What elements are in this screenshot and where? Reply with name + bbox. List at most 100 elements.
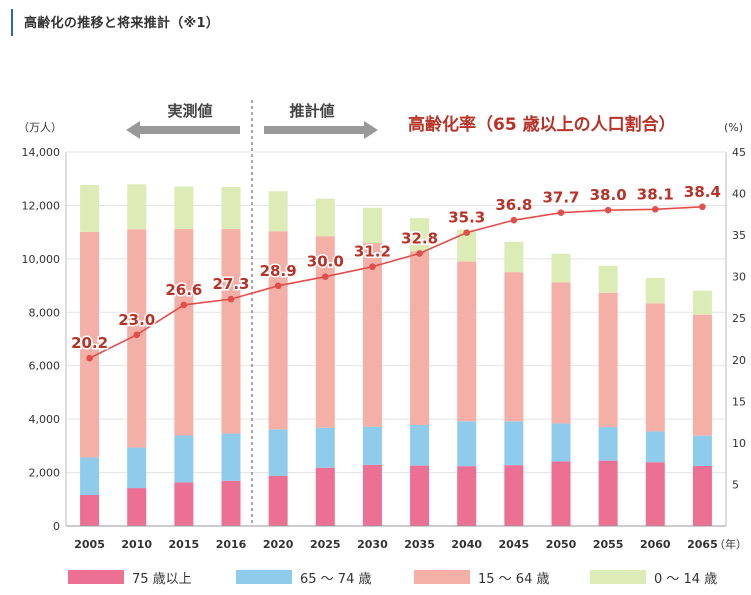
bar-segment-2 (268, 231, 288, 430)
bar-segment-0 (457, 466, 477, 526)
aging-rate-label: 38.0 (590, 186, 627, 204)
bar-segment-1 (598, 427, 618, 461)
aging-rate-point (510, 216, 518, 224)
bar-segment-2 (598, 292, 618, 428)
right-axis-unit-label: (%) (724, 121, 743, 134)
bar-segment-3 (457, 229, 477, 262)
aging-rate-point (604, 206, 612, 214)
right-tick-label: 25 (732, 312, 746, 325)
bar-segment-2 (127, 229, 147, 448)
aging-rate-point (180, 301, 188, 309)
bar-segment-0 (315, 467, 335, 526)
legend-item-75-plus: 75 歳以上 (68, 567, 192, 587)
legend-swatch-15-64 (414, 570, 470, 584)
x-tick-label: 2045 (499, 538, 530, 551)
period-divider: 実測値 推計値 (126, 100, 378, 526)
left-tick-label: 10,000 (22, 253, 61, 266)
aging-rate-point (416, 250, 423, 257)
legend-item-0-14: 0 ～ 14 歳 (590, 567, 717, 587)
aging-rate-label: 28.9 (260, 262, 297, 280)
bar-segment-2 (551, 282, 571, 424)
aging-rate-label: 38.4 (684, 183, 721, 201)
aging-rate-label: 30.0 (307, 253, 344, 271)
x-tick-label: 2005 (74, 538, 105, 551)
aging-rate-point (369, 263, 376, 270)
left-tick-label: 8,000 (29, 306, 61, 319)
bar-segment-0 (268, 475, 288, 526)
aging-rate-label: 38.1 (637, 185, 674, 203)
aging-rate-polyline (89, 206, 703, 359)
left-tick-label: 12,000 (22, 199, 61, 212)
right-tick-label: 45 (732, 146, 746, 159)
aging-rate-point (274, 282, 282, 290)
tick-labels: 0 2,000 4,000 6,000 8,000 10,000 12,000 14,000 5… (22, 146, 747, 551)
x-tick-label: 2016 (216, 538, 247, 551)
x-tick-label: 2030 (357, 538, 388, 551)
aging-rate-label: 26.6 (165, 281, 202, 299)
bar-segment-1 (410, 424, 430, 466)
axes: （万人） (%) （年） (18, 121, 747, 551)
aging-rate-label: 35.3 (448, 209, 485, 227)
left-tick-label: 4,000 (29, 413, 61, 426)
bar-segment-0 (692, 465, 712, 526)
bar-segment-2 (410, 251, 430, 425)
x-tick-label: 2060 (640, 538, 671, 551)
left-axis-unit-label: （万人） (18, 121, 62, 134)
bar-segment-2 (80, 231, 100, 458)
bar-segment-1 (268, 429, 288, 476)
legend-label-75-plus: 75 歳以上 (132, 571, 192, 587)
bar-segment-2 (692, 314, 712, 436)
bar-segment-1 (692, 435, 712, 466)
x-tick-label: 2065 (687, 538, 718, 551)
right-tick-label: 20 (732, 354, 746, 367)
x-tick-label: 2020 (263, 538, 294, 551)
bar-segment-3 (80, 184, 100, 232)
projected-label: 推計値 (289, 102, 334, 120)
aging-rate-point (227, 295, 235, 303)
aging-rate-point (463, 229, 471, 236)
aging-rate-label: 37.7 (542, 189, 579, 207)
aging-rate-point (86, 354, 93, 362)
bar-segment-0 (127, 488, 147, 526)
legend-label-65-74: 65 ～ 74 歳 (300, 571, 372, 587)
aging-rate-label: 20.2 (71, 334, 108, 352)
left-tick-label: 0 (53, 520, 60, 533)
bar-segment-3 (410, 218, 430, 252)
bar-segment-3 (504, 241, 524, 273)
chart: （万人） (%) （年） 実測値 推計値 高齢化率（65 歳以上の人口割合） 2… (18, 100, 747, 551)
legend-label-15-64: 15 ～ 64 歳 (478, 571, 550, 587)
left-tick-label: 6,000 (29, 360, 61, 373)
x-tick-label: 2025 (310, 538, 341, 551)
bar-segment-3 (174, 186, 194, 230)
right-tick-label: 5 (732, 478, 739, 491)
legend-item-65-74: 65 ～ 74 歳 (236, 567, 371, 587)
line-series-title: 高齢化率（65 歳以上の人口割合） (408, 114, 676, 135)
aging-rate-point (321, 273, 329, 280)
x-tick-label: 2035 (404, 538, 435, 551)
aging-rate-point (133, 331, 141, 339)
bar-segment-2 (504, 272, 524, 422)
left-tick-label: 2,000 (29, 467, 61, 480)
bar-segment-1 (504, 421, 524, 466)
aging-rate-label: 31.2 (354, 243, 391, 261)
bar-segment-3 (315, 198, 335, 237)
bar-segment-3 (221, 186, 241, 230)
bar-segment-2 (362, 243, 382, 427)
bar-segment-1 (362, 426, 382, 465)
aging-rate-label: 36.8 (495, 196, 532, 214)
right-tick-label: 15 (732, 395, 746, 408)
right-tick-label: 40 (732, 188, 746, 201)
bar-segment-0 (645, 462, 665, 526)
bar-segment-3 (127, 184, 147, 230)
bar-segment-2 (315, 236, 335, 428)
aging-rate-label: 27.3 (212, 275, 249, 293)
x-axis-unit-label: （年） (714, 537, 747, 551)
aging-rate-line: 20.2 23.0 26.6 27.3 28.9 30.0 31.2 32.8 35.3 36.8… (70, 181, 722, 362)
bar-segment-1 (315, 427, 335, 468)
legend-item-15-64: 15 ～ 64 歳 (414, 567, 549, 587)
bar-segment-1 (221, 433, 241, 481)
legend-swatch-75-plus (68, 570, 124, 584)
bar-segment-1 (174, 435, 194, 483)
x-tick-label: 2040 (451, 538, 482, 551)
bar-segment-1 (645, 431, 665, 463)
